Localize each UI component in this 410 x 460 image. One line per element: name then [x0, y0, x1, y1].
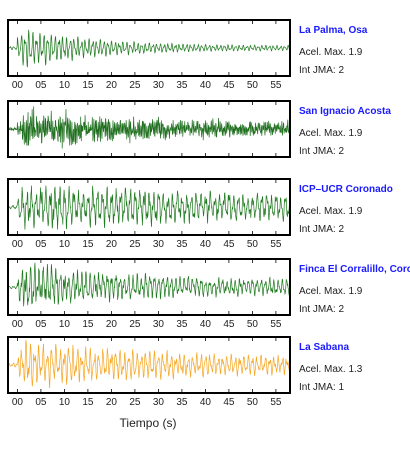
x-tick-label: 30	[153, 397, 165, 408]
x-tick-label: 20	[106, 319, 118, 330]
x-tick-label: 40	[200, 239, 212, 250]
x-tick-label: 00	[12, 80, 24, 91]
x-tick-label: 00	[12, 319, 24, 330]
x-tick-label: 25	[129, 80, 141, 91]
x-tick-label: 55	[270, 397, 282, 408]
seismogram-trace	[7, 29, 291, 68]
x-tick-label: 10	[59, 80, 71, 91]
x-tick-label: 05	[35, 319, 47, 330]
peak-acceleration-label: Acel. Max. 1.9	[299, 286, 363, 297]
station-panel: 00 05 10 15 20 25 30 35 40 45 50 55 Finca El Corrali…	[7, 258, 410, 330]
x-tick-label: 30	[153, 80, 165, 91]
x-tick-label: 25	[129, 239, 141, 250]
jma-intensity-label: Int JMA: 1	[299, 382, 344, 393]
station-panel: 00 05 10 15 20 25 30 35 40 45 50 55 La Palma, Osa Ace…	[7, 19, 368, 91]
x-tick-label: 40	[200, 397, 212, 408]
peak-acceleration-label: Acel. Max. 1.3	[299, 364, 363, 375]
x-tick-label: 10	[59, 397, 71, 408]
x-tick-label: 05	[35, 239, 47, 250]
x-tick-label: 00	[12, 397, 24, 408]
panel-frame	[7, 258, 291, 316]
peak-acceleration-label: Acel. Max. 1.9	[299, 128, 363, 139]
x-tick-label: 35	[176, 397, 188, 408]
x-tick-label: 25	[129, 397, 141, 408]
peak-acceleration-label: Acel. Max. 1.9	[299, 206, 363, 217]
station-name: Finca El Corralillo, Coronado	[299, 264, 410, 275]
x-tick-label: 05	[35, 80, 47, 91]
x-tick-label: 45	[223, 80, 235, 91]
panel-frame	[7, 336, 291, 394]
x-tick-label: 25	[129, 319, 141, 330]
x-tick-label: 50	[247, 80, 259, 91]
x-tick-label: 00	[12, 239, 24, 250]
x-tick-label: 20	[106, 239, 118, 250]
x-tick-label: 15	[82, 80, 94, 91]
x-tick-label: 20	[106, 397, 118, 408]
x-tick-label: 30	[153, 239, 165, 250]
station-name: La Palma, Osa	[299, 25, 368, 36]
seismogram-trace	[7, 339, 291, 388]
x-tick-label: 40	[200, 80, 212, 91]
x-tick-label: 10	[59, 239, 71, 250]
x-tick-label: 40	[200, 319, 212, 330]
x-tick-label: 10	[59, 319, 71, 330]
x-tick-label: 45	[223, 397, 235, 408]
jma-intensity-label: Int JMA: 2	[299, 304, 344, 315]
x-tick-label: 05	[35, 397, 47, 408]
jma-intensity-label: Int JMA: 2	[299, 146, 344, 157]
station-panel: 00 05 10 15 20 25 30 35 40 45 50 55 La Sabana Acel. M…	[7, 336, 363, 408]
panel-frame	[7, 100, 291, 158]
station-name: San Ignacio Acosta	[299, 106, 391, 117]
jma-intensity-label: Int JMA: 2	[299, 224, 344, 235]
x-tick-label: 50	[247, 319, 259, 330]
station-panel: San Ignacio Acosta Acel. Max. 1.9 Int JMA:…	[7, 100, 391, 158]
panel-frame	[7, 19, 291, 77]
x-tick-label: 30	[153, 319, 165, 330]
x-tick-label: 15	[82, 397, 94, 408]
x-tick-label: 35	[176, 319, 188, 330]
seismogram-trace	[7, 185, 291, 230]
station-name: ICP–UCR Coronado	[299, 184, 393, 195]
panel-frame	[7, 178, 291, 236]
station-name: La Sabana	[299, 342, 349, 353]
x-tick-label: 50	[247, 239, 259, 250]
x-tick-label: 20	[106, 80, 118, 91]
peak-acceleration-label: Acel. Max. 1.9	[299, 47, 363, 58]
jma-intensity-label: Int JMA: 2	[299, 65, 344, 76]
x-tick-label: 45	[223, 319, 235, 330]
seismogram-trace	[7, 262, 291, 307]
x-tick-label: 15	[82, 319, 94, 330]
x-axis-title: Tiempo (s)	[120, 416, 177, 430]
x-tick-label: 50	[247, 397, 259, 408]
x-tick-label: 15	[82, 239, 94, 250]
x-tick-label: 35	[176, 239, 188, 250]
x-tick-label: 35	[176, 80, 188, 91]
x-tick-label: 55	[270, 80, 282, 91]
x-tick-label: 55	[270, 319, 282, 330]
x-tick-label: 45	[223, 239, 235, 250]
seismogram-trace	[7, 106, 291, 149]
station-panel: 00 05 10 15 20 25 30 35 40 45 50 55 ICP–UCR Coronado…	[7, 178, 393, 250]
x-tick-label: 55	[270, 239, 282, 250]
